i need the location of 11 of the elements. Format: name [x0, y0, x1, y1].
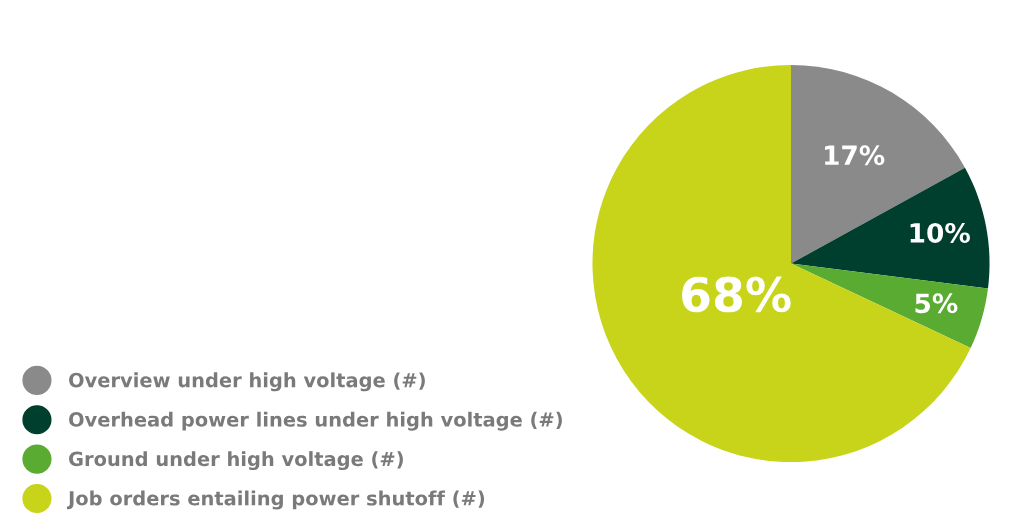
pie-slice: [592, 64, 971, 462]
legend-label: Job orders entailing power shutoff (#): [66, 490, 485, 510]
data-label: 17%: [825, 145, 885, 166]
legend-label: Overhead power lines under high voltage (#): [69, 411, 562, 431]
data-label: 5%: [915, 293, 958, 314]
pie-slice: [791, 263, 988, 349]
data-label: 68%: [682, 276, 791, 313]
data-label: 10%: [910, 222, 970, 243]
pie-slice: [791, 167, 990, 289]
legend-label: Overview under high voltage (#): [69, 372, 425, 392]
legend-label: Ground under high voltage (#): [69, 451, 403, 471]
